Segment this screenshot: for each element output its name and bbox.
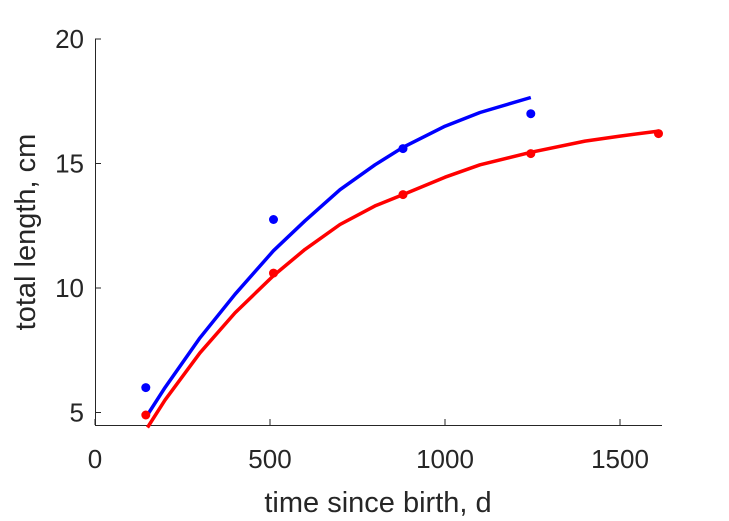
x-tick-label: 1000 [416,444,474,474]
data-point-series-2 [654,129,663,139]
x-axis-label: time since birth, d [264,487,491,519]
y-ticks: 5 10 15 20 [55,24,101,428]
fit-curves [144,95,659,429]
data-point-series-1 [141,383,151,393]
fit-curve-series-2 [146,129,659,429]
x-ticks: 0 500 1000 1500 [88,419,649,474]
data-point-series-2 [398,190,408,200]
data-points [141,109,663,420]
data-point-series-2 [269,268,278,278]
y-tick-label: 10 [55,273,84,303]
data-point-series-1 [269,215,278,224]
fit-curve-series-1 [144,95,532,419]
data-point-series-1 [526,109,536,119]
y-axis-label: total length, cm [10,134,42,331]
y-tick-label: 20 [55,24,84,54]
axes [95,39,662,426]
y-tick-label: 5 [70,398,84,428]
x-tick-label: 1500 [591,444,649,474]
x-tick-label: 500 [248,444,291,474]
data-point-series-1 [398,144,408,154]
x-tick-label: 0 [88,444,102,474]
y-tick-label: 15 [55,149,84,179]
data-point-series-2 [141,410,151,420]
data-point-series-2 [526,149,536,159]
